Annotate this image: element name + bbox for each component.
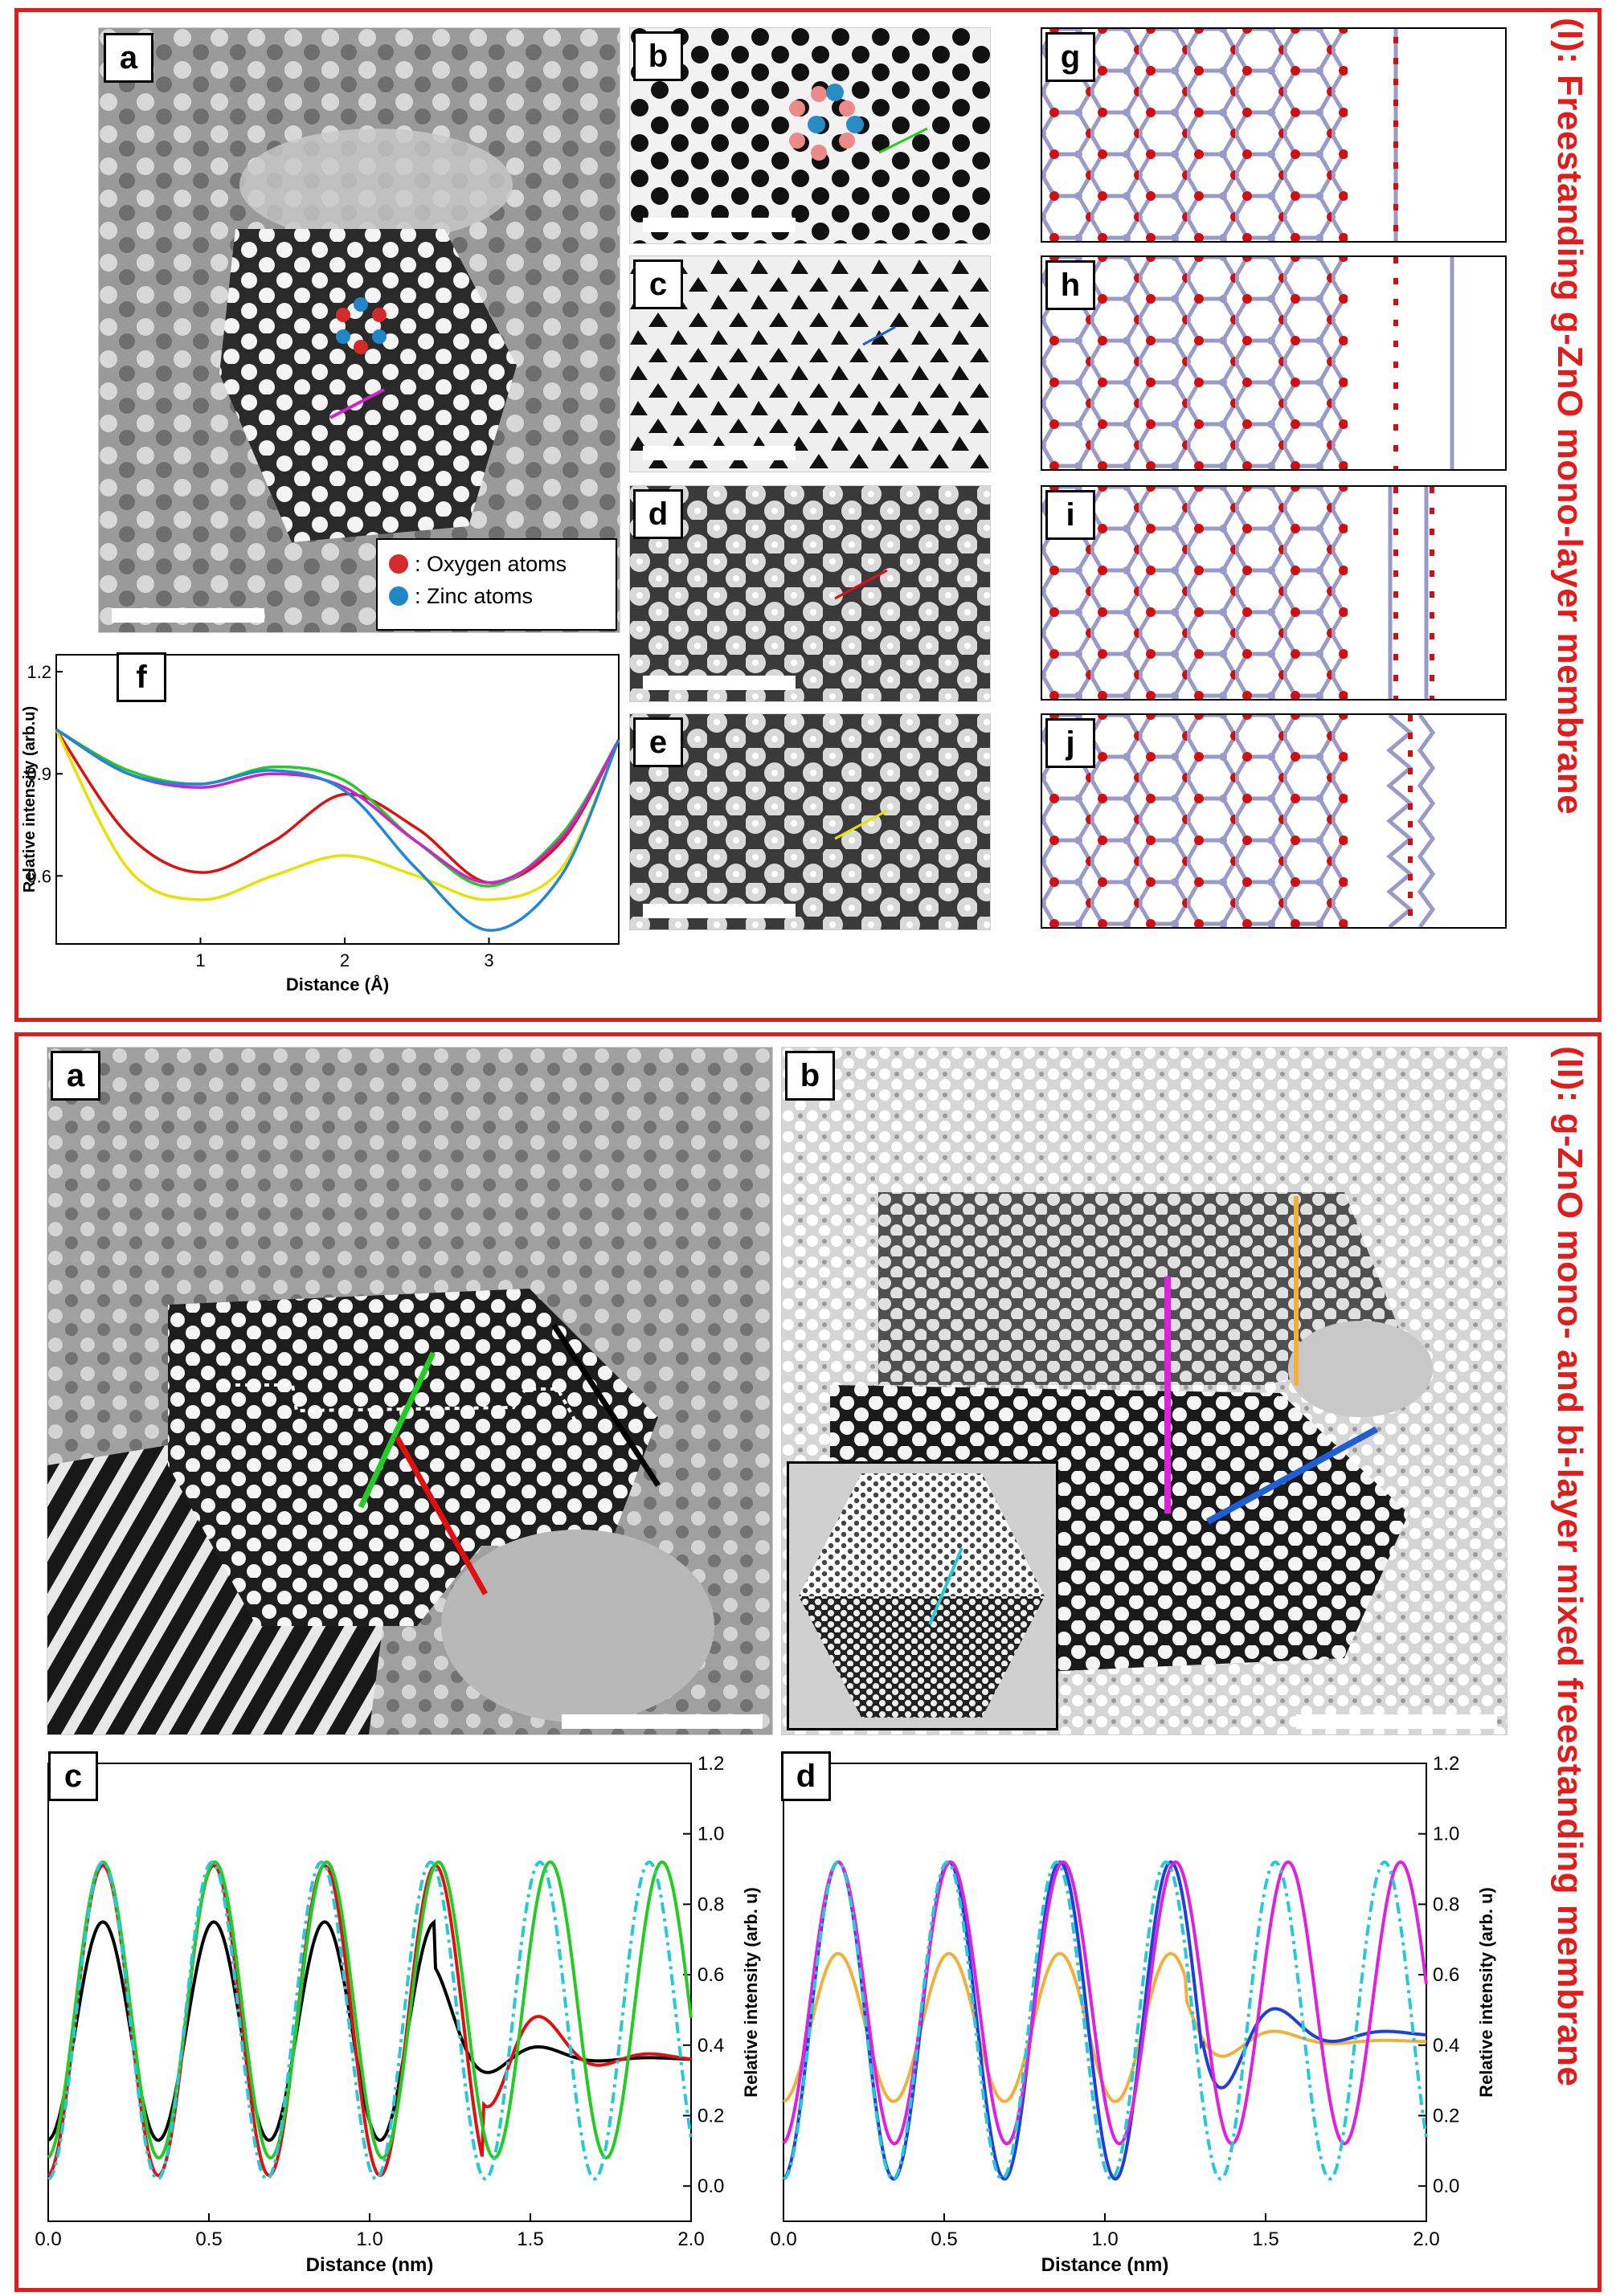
panel-Ia-tem-image: a bbox=[98, 27, 620, 633]
series-cyan bbox=[783, 1860, 1428, 2181]
x-axis-label: Distance (nm) bbox=[1041, 2254, 1169, 2276]
scale-bar bbox=[112, 608, 264, 623]
y-tick-label: 0.2 bbox=[698, 2105, 724, 2126]
panel-label-Ii: i bbox=[1045, 490, 1095, 540]
panel-label-Id: d bbox=[633, 489, 683, 539]
series-yellow bbox=[55, 729, 620, 901]
scale-bar bbox=[643, 904, 796, 918]
panel-label-Ig: g bbox=[1045, 32, 1095, 82]
y-tick-label: 1.0 bbox=[698, 1824, 724, 1845]
panel-Ii-structure: i bbox=[1041, 485, 1507, 701]
x-tick-label: 0.5 bbox=[195, 2229, 222, 2250]
y-tick-label: 0.0 bbox=[698, 2175, 724, 2197]
x-tick-label: 1 bbox=[195, 950, 205, 970]
zinc-dot-icon bbox=[389, 586, 408, 606]
y-tick-label: 0.0 bbox=[1433, 2175, 1459, 2197]
x-tick-label: 1.0 bbox=[1091, 2229, 1118, 2250]
panel-Id-simulated: d bbox=[629, 485, 991, 702]
y-axis-label: Relative intensity (arb.u) bbox=[21, 706, 39, 893]
series-green bbox=[47, 1860, 693, 2160]
y-tick-label: 0.6 bbox=[698, 1964, 724, 1986]
panel-label-Ij: j bbox=[1045, 718, 1095, 768]
x-tick-label: 2 bbox=[340, 950, 350, 970]
y-tick-label: 0.2 bbox=[1433, 2105, 1459, 2126]
section1-title: (I): Freestanding g-ZnO mono-layer membr… bbox=[1550, 18, 1589, 815]
panel-label-Ia: a bbox=[104, 33, 153, 83]
panel-label-Ic: c bbox=[633, 259, 683, 309]
y-tick-label: 1.2 bbox=[27, 662, 51, 682]
x-tick-label: 1.5 bbox=[1252, 2229, 1278, 2250]
y-tick-label: 1.2 bbox=[1433, 1753, 1459, 1775]
panel-Ib-simulated: b bbox=[629, 27, 991, 244]
panel-label-Ib: b bbox=[633, 31, 683, 81]
y-axis-label: Relative intensity (arb. u) bbox=[1476, 1887, 1496, 2098]
x-tick-label: 1.5 bbox=[517, 2229, 543, 2250]
series-green bbox=[55, 728, 620, 888]
y-axis-label: Relative intensity (arb. u) bbox=[741, 1887, 761, 2098]
scale-bar bbox=[643, 218, 796, 232]
y-tick-label: 1.0 bbox=[1433, 1824, 1459, 1845]
y-tick-label: 0.4 bbox=[1433, 2035, 1459, 2057]
panel-Ih-structure: h bbox=[1041, 255, 1507, 471]
scale-bar bbox=[643, 446, 796, 460]
y-tick-label: 1.2 bbox=[698, 1753, 724, 1775]
oxygen-dot-icon bbox=[389, 554, 408, 574]
scale-bar bbox=[562, 1714, 763, 1729]
series-cyan bbox=[47, 1860, 693, 2181]
x-tick-label: 2.0 bbox=[1413, 2229, 1439, 2250]
x-tick-label: 1.0 bbox=[356, 2229, 382, 2250]
plot-frame bbox=[55, 654, 620, 945]
section-freestanding-monolayer bbox=[14, 8, 1602, 1022]
panel-Ic-simulated: c bbox=[629, 255, 991, 472]
series-blue bbox=[55, 728, 620, 932]
panel-label-Ih: h bbox=[1045, 260, 1095, 310]
y-tick-label: 0.6 bbox=[1433, 1964, 1459, 1986]
x-tick-label: 0.0 bbox=[770, 2229, 796, 2250]
series-magenta bbox=[55, 728, 620, 884]
panel-Ie-simulated: e bbox=[629, 713, 991, 930]
x-axis-label: Distance (nm) bbox=[306, 2254, 434, 2276]
y-tick-label: 0.8 bbox=[1433, 1894, 1459, 1915]
panel-label-IIc: c bbox=[48, 1751, 98, 1801]
scale-bar bbox=[1296, 1714, 1497, 1729]
series-magenta bbox=[782, 1860, 1428, 2146]
x-tick-label: 3 bbox=[484, 950, 493, 970]
chart-IIc-line-profile: 0.0 0.5 1.0 1.5 2.0 0.0 0.2 0.4 0.6 0.8 1.0 1.2 Dist… bbox=[35, 1753, 761, 2276]
inset-simulation bbox=[787, 1461, 1058, 1730]
panel-label-IIa: a bbox=[51, 1051, 100, 1101]
y-tick-label: 0.8 bbox=[698, 1894, 724, 1915]
panel-label-IId: d bbox=[781, 1751, 831, 1801]
atom-markers-Ia bbox=[336, 297, 387, 354]
y-tick-label: 0.4 bbox=[698, 2035, 724, 2057]
panel-Ij-structure: j bbox=[1041, 713, 1507, 929]
panel-Ig-structure: g bbox=[1041, 27, 1507, 243]
x-tick-label: 0.5 bbox=[931, 2229, 957, 2250]
series-red bbox=[55, 729, 620, 884]
panel-IIb-simulated: b bbox=[781, 1047, 1508, 1735]
legend-oxygen: : Oxygen atoms bbox=[415, 551, 567, 576]
series-orange bbox=[783, 1951, 1427, 2103]
x-axis-label: Distance (Å) bbox=[286, 974, 389, 995]
tem-lattice-Ia bbox=[99, 28, 620, 632]
legend-zinc: : Zinc atoms bbox=[415, 583, 534, 608]
chart-If-line-profile: 1 2 3 0.6 0.9 1.2 Distance (Å) Relative intensi… bbox=[21, 654, 620, 995]
panel-label-If: f bbox=[117, 652, 166, 702]
atom-legend: : Oxygen atoms : Zinc atoms bbox=[376, 538, 617, 631]
panel-label-IIb: b bbox=[785, 1051, 835, 1101]
panel-label-Ie: e bbox=[633, 717, 683, 767]
scale-bar bbox=[643, 676, 796, 690]
y-tick-label: 0.6 bbox=[27, 866, 51, 886]
section-mixed-membrane bbox=[14, 1032, 1602, 2292]
series-blue bbox=[782, 1860, 1427, 2181]
x-tick-label: 2.0 bbox=[677, 2229, 704, 2250]
chart-IId-line-profile: 0.0 0.5 1.0 1.5 2.0 0.0 0.2 0.4 0.6 0.8 1.0 1.2 Dist… bbox=[770, 1753, 1496, 2276]
x-tick-label: 0.0 bbox=[35, 2229, 61, 2250]
panel-IIa-tem-image: a bbox=[47, 1047, 773, 1735]
y-tick-label: 0.9 bbox=[27, 764, 51, 784]
